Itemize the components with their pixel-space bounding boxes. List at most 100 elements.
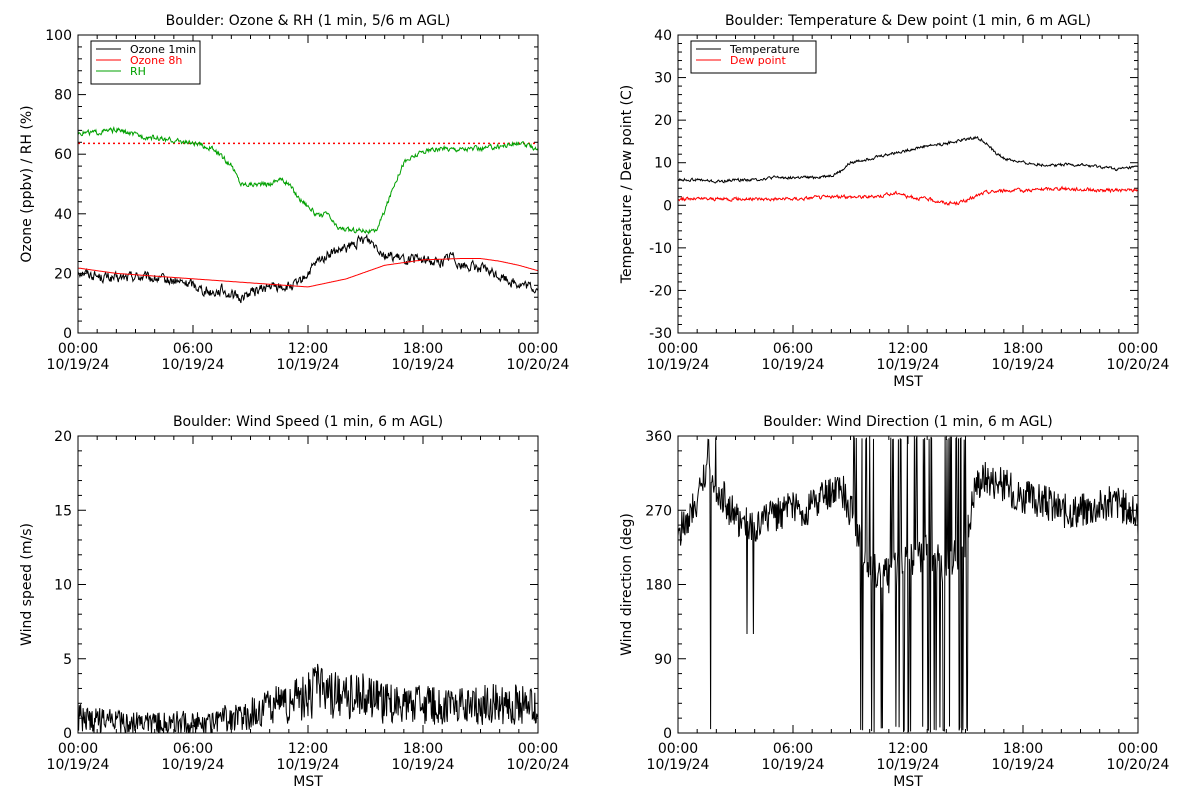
y-tick-label: -30 [649, 326, 672, 342]
y-tick-label: 5 [63, 652, 72, 668]
x-tick-date: 10/20/24 [1107, 357, 1170, 373]
plot-frame [77, 34, 539, 334]
y-tick-label: 0 [663, 726, 672, 742]
chart-panel-2: Boulder: Temperature & Dew point (1 min,… [619, 13, 1170, 390]
x-tick-time: 00:00 [658, 341, 698, 357]
y-tick-label: 360 [645, 429, 672, 445]
x-tick-date: 10/19/24 [277, 357, 340, 373]
x-tick-time: 12:00 [888, 341, 928, 357]
x-tick-time: 12:00 [288, 741, 328, 757]
x-tick-date: 10/19/24 [647, 357, 710, 373]
y-tick-label: 20 [654, 113, 672, 129]
x-tick-time: 12:00 [288, 341, 328, 357]
chart-title: Boulder: Wind Speed (1 min, 6 m AGL) [173, 414, 443, 430]
x-tick-time: 12:00 [888, 741, 928, 757]
plot-area [78, 663, 538, 733]
y-tick-label: 10 [654, 156, 672, 172]
chart-title: Boulder: Ozone & RH (1 min, 5/6 m AGL) [166, 13, 451, 29]
legend-box [690, 40, 817, 74]
x-tick-time: 00:00 [658, 741, 698, 757]
chart-panel-3: Boulder: Wind Speed (1 min, 6 m AGL) Wind… [19, 414, 570, 790]
plot-area [678, 436, 1138, 733]
x-tick-date: 10/19/24 [992, 357, 1055, 373]
x-tick-time: 18:00 [403, 341, 443, 357]
x-tick-time: 00:00 [1118, 341, 1158, 357]
y-tick-label: 20 [54, 266, 72, 282]
chart-panel-4: Boulder: Wind Direction (1 min, 6 m AGL)… [619, 414, 1170, 790]
x-tick-date: 10/19/24 [47, 757, 110, 773]
x-tick-date: 10/20/24 [507, 757, 570, 773]
x-tick-time: 18:00 [1003, 741, 1043, 757]
y-tick-label: 270 [645, 503, 672, 519]
x-tick-time: 00:00 [518, 341, 558, 357]
x-tick-date: 10/19/24 [992, 757, 1055, 773]
x-tick-time: 00:00 [1118, 741, 1158, 757]
y-tick-label: -10 [649, 241, 672, 257]
y-tick-label: 15 [54, 503, 72, 519]
x-tick-date: 10/19/24 [162, 357, 225, 373]
x-axis-label: MST [293, 774, 323, 790]
chart-panel-1: Boulder: Ozone & RH (1 min, 5/6 m AGL) Oz… [19, 13, 570, 373]
y-axis-label: Ozone (ppbv) / RH (%) [19, 105, 35, 262]
y-tick-label: 0 [63, 726, 72, 742]
chart-title: Boulder: Temperature & Dew point (1 min,… [725, 13, 1091, 29]
plot-frame [677, 34, 1139, 334]
x-tick-date: 10/19/24 [762, 357, 825, 373]
series-line-ozone-1min [78, 233, 538, 304]
y-tick-label: 20 [54, 429, 72, 445]
x-tick-time: 06:00 [173, 341, 213, 357]
x-tick-date: 10/19/24 [47, 357, 110, 373]
legend-label: Ozone 1min [130, 43, 196, 56]
x-tick-date: 10/19/24 [877, 757, 940, 773]
series-line-data [78, 663, 538, 733]
x-tick-date: 10/19/24 [762, 757, 825, 773]
x-tick-date: 10/19/24 [162, 757, 225, 773]
y-axis-label: Wind speed (m/s) [19, 523, 35, 646]
y-tick-label: 90 [654, 652, 672, 668]
y-axis-label: Temperature / Dew point (C) [619, 85, 635, 284]
chart-title: Boulder: Wind Direction (1 min, 6 m AGL) [763, 414, 1052, 430]
x-tick-time: 06:00 [173, 741, 213, 757]
x-tick-time: 00:00 [58, 341, 98, 357]
x-tick-time: 18:00 [1003, 341, 1043, 357]
x-tick-time: 06:00 [773, 741, 813, 757]
plot-frame [77, 435, 539, 734]
series-line-temperature [678, 135, 1138, 184]
x-tick-date: 10/20/24 [1107, 757, 1170, 773]
x-tick-time: 18:00 [403, 741, 443, 757]
plot-area [78, 125, 538, 304]
y-tick-label: 10 [54, 578, 72, 594]
x-tick-date: 10/19/24 [392, 757, 455, 773]
series-line-data [678, 436, 1138, 733]
plot-area [678, 135, 1138, 207]
y-tick-label: 0 [63, 326, 72, 342]
series-line-ozone-8h [78, 258, 538, 288]
series-line-dew-point [678, 185, 1138, 207]
y-tick-label: 180 [645, 578, 672, 594]
y-axis-label: Wind direction (deg) [619, 513, 635, 656]
legend-label: Temperature [729, 43, 800, 56]
x-tick-time: 00:00 [518, 741, 558, 757]
series-line-rh [78, 125, 538, 235]
y-tick-label: 30 [654, 71, 672, 87]
x-tick-time: 06:00 [773, 341, 813, 357]
x-tick-time: 00:00 [58, 741, 98, 757]
y-tick-label: 40 [54, 207, 72, 223]
x-tick-date: 10/19/24 [392, 357, 455, 373]
y-tick-label: 100 [45, 28, 72, 44]
y-tick-label: 80 [54, 88, 72, 104]
legend-label: Dew point [730, 54, 786, 67]
x-tick-date: 10/20/24 [507, 357, 570, 373]
plot-frame [677, 435, 1139, 734]
legend-label: RH [130, 65, 146, 78]
x-axis-label: MST [893, 374, 923, 390]
x-axis-label: MST [893, 774, 923, 790]
x-tick-date: 10/19/24 [877, 357, 940, 373]
x-tick-date: 10/19/24 [277, 757, 340, 773]
y-tick-label: 0 [663, 198, 672, 214]
legend-label: Ozone 8h [130, 54, 182, 67]
y-tick-label: 60 [54, 147, 72, 163]
